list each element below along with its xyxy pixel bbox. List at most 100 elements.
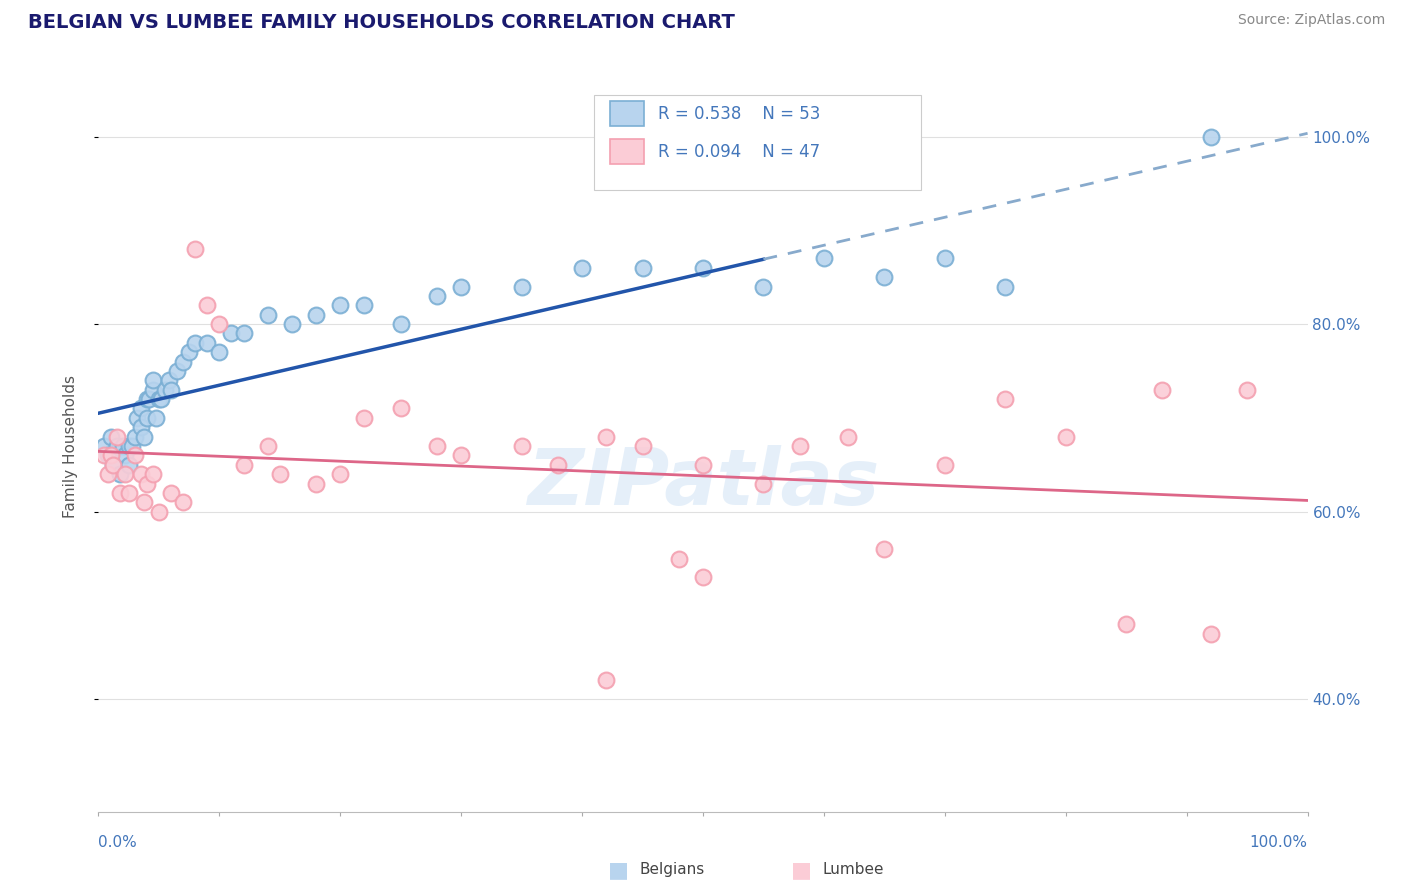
Point	[97, 467, 120, 482]
Point	[208, 317, 231, 331]
Point	[93, 439, 115, 453]
Point	[1115, 617, 1137, 632]
Point	[668, 551, 690, 566]
Point	[157, 373, 180, 387]
Point	[138, 392, 160, 406]
Text: Source: ZipAtlas.com: Source: ZipAtlas.com	[1237, 13, 1385, 28]
Point	[135, 392, 157, 406]
Point	[105, 439, 128, 453]
Point	[329, 467, 352, 482]
Point	[1054, 429, 1077, 443]
Point	[121, 439, 143, 453]
Point	[145, 410, 167, 425]
Point	[752, 279, 775, 293]
Point	[450, 449, 472, 463]
Text: R = 0.538    N = 53: R = 0.538 N = 53	[658, 104, 821, 122]
Point	[142, 373, 165, 387]
Point	[305, 308, 328, 322]
Point	[934, 252, 956, 266]
Text: ZIPatlas: ZIPatlas	[527, 444, 879, 521]
Point	[329, 298, 352, 312]
Point	[135, 476, 157, 491]
Point	[100, 429, 122, 443]
Point	[873, 542, 896, 557]
Point	[135, 410, 157, 425]
Point	[195, 298, 218, 312]
Point	[837, 429, 859, 443]
Point	[172, 495, 194, 509]
Point	[118, 439, 141, 453]
Point	[450, 279, 472, 293]
Point	[389, 401, 412, 416]
Point	[153, 383, 176, 397]
Point	[353, 298, 375, 312]
Point	[124, 429, 146, 443]
Point	[571, 260, 593, 275]
Point	[134, 495, 156, 509]
Point	[160, 383, 183, 397]
Point	[595, 429, 617, 443]
Point	[101, 458, 124, 472]
Point	[269, 467, 291, 482]
Point	[389, 317, 412, 331]
Point	[281, 317, 304, 331]
Point	[172, 354, 194, 368]
Point	[124, 449, 146, 463]
Point	[184, 242, 207, 256]
Bar	[610, 101, 644, 127]
Y-axis label: Family Households: Family Households	[63, 375, 79, 517]
Point	[160, 486, 183, 500]
Point	[256, 308, 278, 322]
Point	[221, 326, 243, 341]
Point	[129, 420, 152, 434]
Point	[595, 673, 617, 688]
Point	[142, 467, 165, 482]
Text: 100.0%: 100.0%	[1250, 835, 1308, 850]
Point	[692, 458, 714, 472]
Point	[256, 439, 278, 453]
Text: Lumbee: Lumbee	[823, 863, 884, 877]
Point	[114, 449, 136, 463]
Point	[353, 410, 375, 425]
Point	[142, 383, 165, 397]
Point	[105, 429, 128, 443]
Text: R = 0.094    N = 47: R = 0.094 N = 47	[658, 143, 820, 161]
Point	[994, 392, 1017, 406]
Point	[129, 467, 152, 482]
Point	[426, 289, 449, 303]
Bar	[610, 139, 644, 164]
Point	[510, 279, 533, 293]
Text: ■: ■	[792, 860, 811, 880]
Point	[1199, 626, 1222, 640]
Point	[93, 449, 115, 463]
Point	[108, 486, 131, 500]
Point	[101, 458, 124, 472]
Point	[789, 439, 811, 453]
Point	[752, 476, 775, 491]
Point	[305, 476, 328, 491]
Point	[114, 467, 136, 482]
Point	[118, 458, 141, 472]
Point	[873, 270, 896, 285]
Point	[692, 570, 714, 584]
Point	[547, 458, 569, 472]
Point	[111, 439, 134, 453]
Point	[1152, 383, 1174, 397]
Point	[510, 439, 533, 453]
Point	[1236, 383, 1258, 397]
Point	[150, 392, 173, 406]
Text: BELGIAN VS LUMBEE FAMILY HOUSEHOLDS CORRELATION CHART: BELGIAN VS LUMBEE FAMILY HOUSEHOLDS CORR…	[28, 13, 735, 32]
Point	[631, 260, 654, 275]
Point	[934, 458, 956, 472]
Point	[184, 335, 207, 350]
Point	[179, 345, 201, 359]
Point	[100, 449, 122, 463]
Point	[108, 467, 131, 482]
Point	[813, 252, 835, 266]
Point	[134, 429, 156, 443]
Text: 0.0%: 0.0%	[98, 835, 138, 850]
Point	[129, 401, 152, 416]
FancyBboxPatch shape	[595, 95, 921, 190]
Point	[166, 364, 188, 378]
Point	[118, 486, 141, 500]
